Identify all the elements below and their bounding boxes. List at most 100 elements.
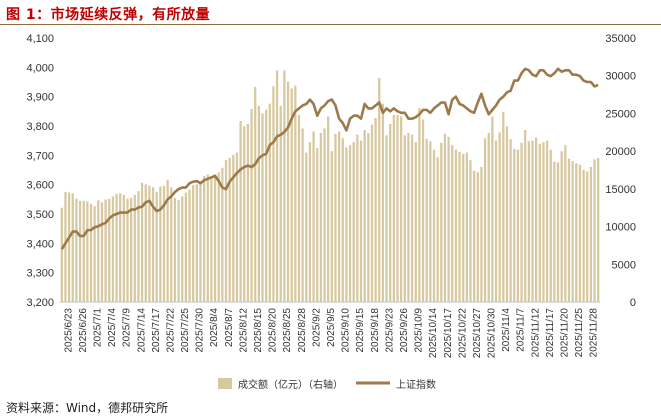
legend-bar-label: 成交额（亿元）（右轴）: [238, 378, 343, 391]
source-note: 资料来源：Wind，德邦研究所: [6, 401, 169, 415]
volume-bar: [538, 143, 541, 302]
left-tick-label: 3,600: [26, 180, 54, 192]
index-line: [60, 67, 599, 250]
volume-bar: [542, 142, 545, 302]
x-tick-label: 2025/7/25: [180, 308, 191, 353]
volume-bar: [286, 81, 290, 302]
left-tick-label: 3,800: [26, 121, 54, 133]
volume-bar: [520, 142, 523, 302]
volume-bar: [505, 126, 509, 302]
volume-bar: [359, 140, 363, 302]
right-tick-label: 30000: [605, 71, 636, 83]
volume-bar: [151, 187, 155, 302]
volume-bar: [86, 201, 89, 302]
volume-bar: [494, 140, 498, 302]
volume-bar: [246, 123, 250, 303]
volume-bar: [316, 148, 319, 302]
x-tick-label: 2025/8/28: [297, 308, 308, 353]
volume-bar: [429, 141, 432, 302]
legend-line-label: 上证指数: [396, 378, 436, 391]
volume-bar: [586, 171, 589, 302]
right-tick-label: 20000: [605, 146, 636, 158]
volume-bar: [166, 179, 169, 302]
x-tick-label: 2025/7/30: [195, 308, 206, 353]
volume-bar: [414, 142, 417, 302]
volume-bar: [206, 174, 209, 302]
x-tick-label: 2025/11/20: [560, 308, 571, 358]
volume-bar: [345, 147, 348, 302]
volume-bar: [571, 160, 574, 302]
volume-bar: [352, 142, 355, 302]
volume-bar: [254, 87, 257, 302]
volume-bar: [67, 192, 71, 302]
volume-bar: [454, 149, 458, 302]
volume-bar: [327, 116, 330, 302]
left-tick-label: 3,200: [26, 297, 54, 309]
x-tick-label: 2025/7/17: [151, 308, 162, 353]
volume-bar: [330, 151, 333, 302]
volume-bar: [199, 181, 202, 302]
volume-bar: [545, 140, 549, 302]
volume-bar: [472, 170, 476, 302]
volume-bar: [71, 193, 74, 302]
volume-bar: [115, 194, 118, 302]
x-tick-label: 2025/8/4: [209, 308, 220, 347]
volume-bar: [337, 131, 341, 302]
volume-bar: [421, 119, 425, 303]
volume-bar: [257, 105, 260, 302]
volume-bar: [148, 185, 151, 302]
x-tick-label: 2025/8/20: [268, 308, 279, 353]
volume-bar: [509, 139, 512, 302]
volume-bars: [60, 70, 600, 303]
x-axis-ticks: 2025/6/23 2025/6/26 2025/7/1 2025/7/4 2025/7…: [63, 308, 599, 358]
volume-bar: [89, 203, 93, 302]
x-tick-label: 2025/9/15: [355, 308, 366, 353]
left-tick-label: 3,900: [26, 92, 54, 104]
volume-bar: [516, 149, 520, 302]
volume-bar: [334, 133, 337, 302]
volume-bar: [323, 128, 326, 302]
left-tick-label: 3,300: [26, 268, 54, 280]
x-tick-label: 2025/9/2: [311, 308, 322, 347]
volume-bar: [451, 145, 454, 302]
volume-bar: [155, 191, 158, 302]
x-tick-label: 2025/10/14: [428, 308, 439, 358]
x-tick-label: 2025/10/9: [414, 308, 425, 353]
volume-bar: [60, 207, 63, 302]
volume-bar: [232, 154, 235, 302]
volume-bar: [275, 70, 279, 303]
x-tick-label: 2025/9/10: [341, 308, 352, 353]
volume-bar: [385, 135, 388, 302]
volume-bar: [261, 113, 264, 303]
volume-bar: [170, 187, 173, 302]
volume-bar: [268, 103, 271, 303]
volume-bar: [589, 166, 593, 302]
volume-bar: [597, 157, 600, 302]
right-tick-label: 5000: [612, 259, 636, 271]
volume-bar: [184, 192, 188, 302]
volume-bar: [392, 114, 395, 302]
volume-bar: [308, 142, 312, 302]
right-tick-label: 10000: [605, 222, 636, 234]
volume-bar: [582, 170, 585, 302]
x-tick-label: 2025/9/23: [384, 308, 395, 353]
volume-bar: [440, 142, 443, 302]
volume-bar: [195, 184, 198, 302]
volume-bar: [443, 133, 447, 302]
title-divider: [0, 24, 661, 25]
volume-bar: [483, 138, 487, 302]
volume-bar: [122, 194, 125, 302]
x-tick-label: 2025/8/12: [238, 308, 249, 353]
volume-bar: [159, 186, 162, 302]
volume-bar: [144, 184, 147, 302]
volume-bar: [418, 108, 421, 303]
x-tick-label: 2025/11/28: [589, 308, 600, 358]
volume-bar: [535, 137, 538, 302]
volume-bar: [560, 151, 563, 302]
x-tick-label: 2025/9/5: [326, 308, 337, 347]
volume-bar: [133, 194, 136, 302]
left-tick-label: 3,500: [26, 209, 54, 221]
left-tick-label: 3,400: [26, 238, 54, 250]
volume-bar: [265, 109, 268, 302]
